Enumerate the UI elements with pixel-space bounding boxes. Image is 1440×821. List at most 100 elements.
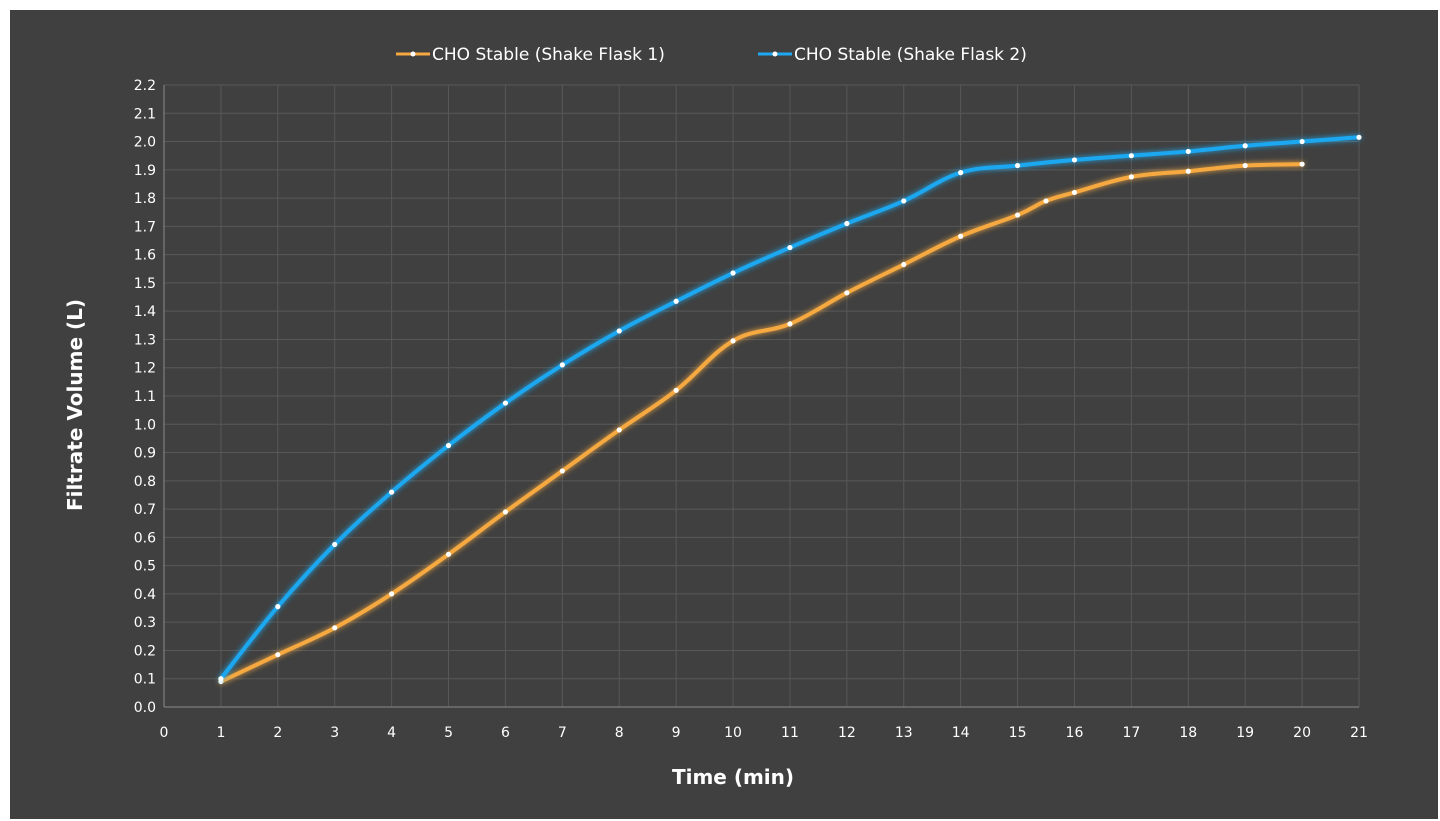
data-point[interactable] — [1299, 138, 1305, 145]
legend-label-flask-2: CHO Stable (Shake Flask 2) — [794, 45, 1027, 65]
data-point[interactable] — [1128, 153, 1134, 159]
x-tick-label: 21 — [1350, 725, 1368, 741]
data-point[interactable] — [389, 591, 395, 597]
x-tick-label: 16 — [1066, 725, 1084, 741]
series-line-1 — [218, 162, 1305, 684]
x-tick-label: 4 — [387, 725, 396, 741]
data-point[interactable] — [218, 676, 224, 682]
data-point[interactable] — [673, 298, 679, 304]
y-tick-label: 0.2 — [134, 643, 156, 659]
data-point[interactable] — [445, 442, 452, 449]
x-tick-label: 19 — [1236, 725, 1254, 741]
data-point[interactable] — [445, 551, 452, 557]
y-tick-label: 1.1 — [134, 389, 156, 405]
x-tick-label: 2 — [273, 725, 282, 741]
data-point[interactable] — [901, 198, 907, 204]
y-tick-label: 1.2 — [134, 361, 156, 377]
y-tick-label: 0.5 — [134, 559, 156, 575]
data-point[interactable] — [559, 362, 565, 368]
data-point[interactable] — [275, 652, 281, 658]
data-point[interactable] — [958, 233, 964, 239]
data-point[interactable] — [1185, 148, 1191, 155]
data-point[interactable] — [616, 328, 622, 334]
y-tick-label: 1.6 — [134, 248, 156, 264]
data-point[interactable] — [787, 244, 793, 251]
y-tick-label: 2.0 — [134, 135, 156, 151]
x-tick-label: 18 — [1179, 725, 1197, 741]
x-tick-label: 1 — [216, 725, 225, 741]
data-point[interactable] — [1356, 134, 1362, 140]
x-tick-label: 0 — [160, 725, 169, 741]
y-tick-label: 0.6 — [134, 530, 156, 546]
y-tick-label: 2.2 — [134, 78, 156, 94]
chart-panel: 0.0 0.1 0.2 0.3 0.4 0.5 0.6 0.7 0.8 0.9 1.0 1.1 1.2 1… — [10, 10, 1438, 819]
x-tick-label: 9 — [672, 725, 681, 741]
x-tick-label: 8 — [615, 725, 624, 741]
x-axis-title: Time (min) — [672, 765, 794, 789]
x-tick-label: 12 — [838, 725, 856, 741]
data-point[interactable] — [616, 427, 622, 433]
series-group — [218, 134, 1362, 685]
x-tick-label: 20 — [1293, 725, 1311, 741]
legend-marker-flask-2 — [772, 51, 778, 57]
x-tick-label: 15 — [1009, 725, 1027, 741]
data-point[interactable] — [844, 220, 850, 227]
data-point[interactable] — [332, 541, 338, 548]
legend-item-flask-1[interactable]: CHO Stable (Shake Flask 1) — [396, 45, 665, 65]
legend-item-flask-2[interactable]: CHO Stable (Shake Flask 2) — [758, 45, 1027, 65]
y-tick-label: 1.7 — [134, 219, 156, 235]
data-point[interactable] — [1185, 168, 1191, 174]
x-tick-label: 11 — [781, 725, 799, 741]
x-tick-label: 3 — [330, 725, 339, 741]
data-point[interactable] — [1128, 174, 1134, 180]
data-point[interactable] — [730, 338, 736, 344]
legend: CHO Stable (Shake Flask 1) CHO Stable (S… — [396, 45, 1027, 65]
x-tick-label: 7 — [558, 725, 567, 741]
y-tick-label: 0.0 — [134, 700, 156, 716]
y-tick-label: 2.1 — [134, 106, 156, 122]
y-tick-label: 0.1 — [134, 672, 156, 688]
y-axis-title: Filtrate Volume (L) — [63, 299, 87, 511]
axes: 0.0 0.1 0.2 0.3 0.4 0.5 0.6 0.7 0.8 0.9 1.0 1.1 1.2 1… — [134, 78, 1368, 741]
x-tick-label: 5 — [444, 725, 453, 741]
data-point[interactable] — [673, 387, 679, 393]
y-tick-label: 0.3 — [134, 615, 156, 631]
data-point[interactable] — [332, 625, 338, 631]
series-1 — [218, 161, 1305, 685]
data-point[interactable] — [502, 400, 509, 406]
x-tick-label: 13 — [895, 725, 913, 741]
y-tick-label: 1.0 — [134, 417, 156, 433]
y-tick-label: 1.4 — [134, 304, 156, 320]
data-point[interactable] — [1071, 189, 1078, 196]
data-point[interactable] — [1242, 162, 1248, 169]
line-chart: 0.0 0.1 0.2 0.3 0.4 0.5 0.6 0.7 0.8 0.9 1.0 1.1 1.2 1… — [63, 45, 1368, 789]
y-tick-label: 0.4 — [134, 587, 156, 603]
data-point[interactable] — [787, 321, 793, 327]
y-tick-label: 0.7 — [134, 502, 156, 518]
y-tick-label: 1.5 — [134, 276, 156, 292]
data-point[interactable] — [901, 261, 907, 268]
data-point[interactable] — [559, 468, 565, 474]
data-point[interactable] — [1071, 157, 1078, 163]
x-tick-label: 10 — [724, 725, 742, 741]
data-point[interactable] — [1299, 161, 1305, 167]
data-point[interactable] — [730, 270, 736, 276]
x-tick-label: 6 — [501, 725, 510, 741]
data-point[interactable] — [958, 170, 964, 176]
data-point[interactable] — [1014, 162, 1021, 169]
legend-marker-flask-1 — [410, 51, 416, 57]
y-tick-label: 1.9 — [134, 163, 156, 179]
y-tick-label: 1.3 — [134, 332, 156, 348]
data-point[interactable] — [502, 509, 509, 515]
y-tick-label: 0.9 — [134, 446, 156, 462]
data-point[interactable] — [275, 604, 281, 610]
data-point[interactable] — [1043, 198, 1049, 204]
data-point[interactable] — [844, 290, 850, 296]
grid — [164, 84, 1360, 707]
legend-label-flask-1: CHO Stable (Shake Flask 1) — [432, 45, 665, 65]
data-point[interactable] — [389, 489, 395, 495]
data-point[interactable] — [1014, 212, 1021, 218]
x-tick-label: 17 — [1122, 725, 1140, 741]
y-tick-label: 1.8 — [134, 191, 156, 207]
data-point[interactable] — [1242, 143, 1248, 149]
